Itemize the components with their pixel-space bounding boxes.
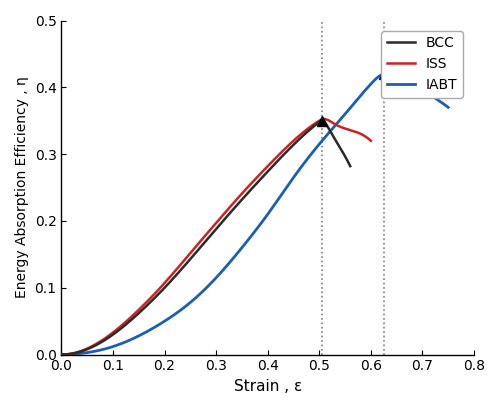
Y-axis label: Energy Absorption Efficiency , η: Energy Absorption Efficiency , η [15,76,29,299]
X-axis label: Strain , ε: Strain , ε [234,379,302,394]
Legend: BCC, ISS, IABT: BCC, ISS, IABT [382,31,463,98]
Text: εᴰ: εᴰ [393,58,409,73]
